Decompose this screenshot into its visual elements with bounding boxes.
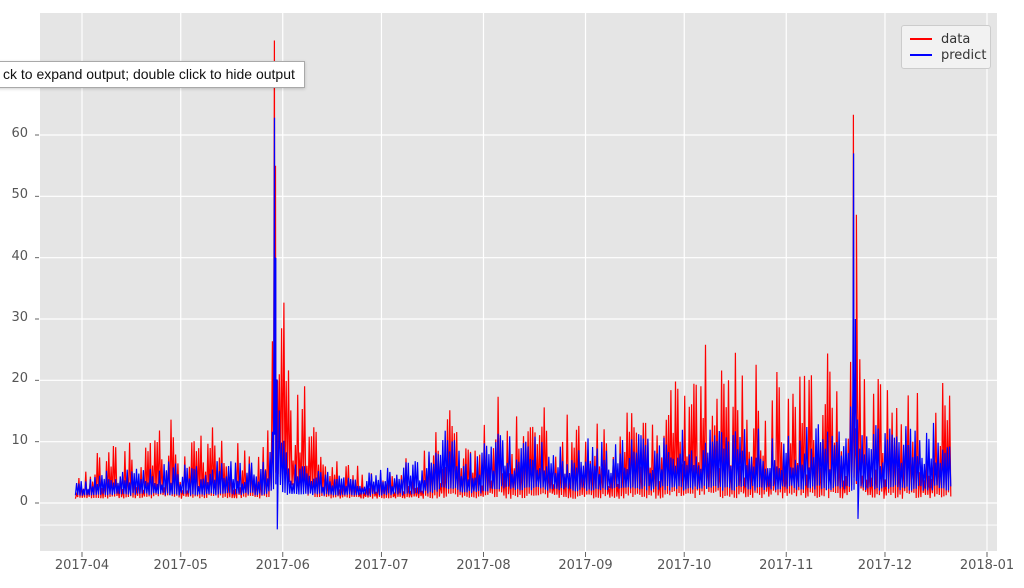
y-tick-label: 20 (11, 371, 28, 387)
data-series (74, 40, 952, 530)
y-tick-label: 40 (11, 248, 28, 264)
data-line-swatch (910, 38, 932, 40)
y-tick-label: 30 (11, 310, 28, 325)
x-tick-label: 2017-08 (456, 558, 511, 573)
output-prompt-area[interactable] (0, 0, 38, 588)
predict-line-swatch (910, 54, 932, 56)
legend-label-predict: predict (941, 47, 987, 63)
x-tick-label: 2017-05 (153, 558, 208, 573)
x-tick-label: 2017-11 (759, 558, 814, 573)
x-tick-label: 2018-01 (959, 558, 1015, 573)
x-tick-label: 2017-12 (857, 558, 913, 573)
x-tick-label: 2017-06 (255, 558, 310, 573)
gridlines (40, 13, 997, 551)
y-tick-label: 10 (11, 432, 28, 448)
legend-label-data: data (941, 31, 971, 47)
y-tick-label: 60 (11, 126, 28, 141)
x-tick-label: 2017-10 (657, 558, 712, 573)
x-tick-label: 2017-09 (558, 558, 613, 573)
series-line-predict (74, 117, 952, 530)
x-tick-label: 2017-07 (354, 558, 409, 573)
legend-item-predict: predict (910, 47, 986, 63)
y-tick-label: 0 (19, 494, 28, 509)
x-tick-label: 2017-04 (54, 558, 110, 573)
legend: data predict (901, 25, 991, 69)
legend-item-data: data (910, 31, 982, 47)
y-tick-label: 50 (11, 187, 28, 203)
axis-tick-marks (35, 134, 988, 557)
output-expand-tooltip: ck to expand output; double click to hid… (0, 61, 305, 88)
